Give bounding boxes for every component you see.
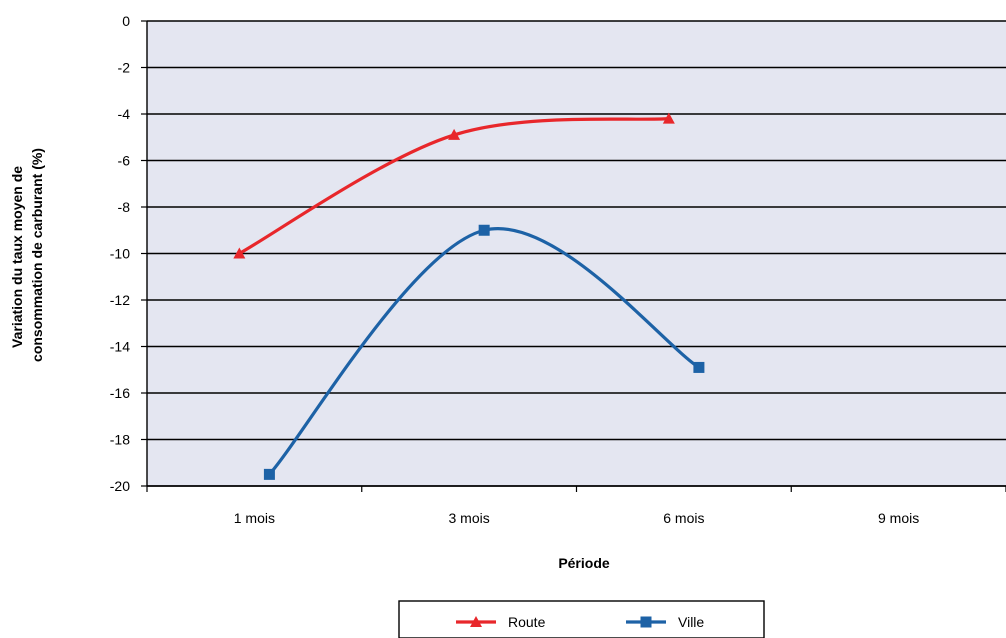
data-point-ville bbox=[478, 224, 490, 236]
y-tick-label: -4 bbox=[118, 106, 131, 122]
x-tick-label: 1 mois bbox=[234, 510, 275, 526]
y-tick-label: -10 bbox=[110, 246, 130, 262]
legend-label-ville: Ville bbox=[678, 614, 704, 630]
y-tick-label: -18 bbox=[110, 432, 130, 448]
y-tick-label: -8 bbox=[118, 199, 131, 215]
y-tick-label: -20 bbox=[110, 478, 130, 494]
y-tick-label: 0 bbox=[122, 13, 130, 29]
legend-marker-ville bbox=[640, 616, 652, 628]
data-point-route bbox=[448, 128, 461, 140]
legend-label-route: Route bbox=[508, 614, 546, 630]
x-tick-label: 3 mois bbox=[449, 510, 490, 526]
legend-box bbox=[398, 600, 765, 638]
data-point-ville bbox=[263, 468, 275, 480]
data-point-route bbox=[233, 247, 246, 259]
y-tick-label: -14 bbox=[110, 339, 130, 355]
data-point-route bbox=[662, 112, 675, 124]
y-tick-label: -16 bbox=[110, 385, 130, 401]
y-axis-title: Variation du taux moyen de consommation … bbox=[9, 148, 45, 362]
legend-marker-route bbox=[470, 616, 482, 627]
y-tick-label: -2 bbox=[118, 60, 131, 76]
y-axis-title-line-2: consommation de carburant (%) bbox=[29, 148, 45, 362]
y-axis-title-line-1: Variation du taux moyen de bbox=[9, 166, 25, 348]
y-tick-labels: 0 -2 -4 -6 -8 -10 -12 -14 -16 -18 -20 bbox=[110, 13, 147, 494]
series-group bbox=[233, 112, 705, 480]
data-point-ville bbox=[693, 361, 705, 373]
x-tick-label: 9 mois bbox=[878, 510, 919, 526]
legend: Route Ville bbox=[398, 600, 765, 638]
x-tick-labels: 1 mois 3 mois 6 mois 9 mois bbox=[146, 486, 1006, 526]
x-tick-label: 6 mois bbox=[663, 510, 704, 526]
series-route bbox=[233, 112, 675, 259]
y-tick-label: -12 bbox=[110, 292, 130, 308]
series-ville bbox=[263, 224, 705, 480]
x-axis-title: Période bbox=[558, 555, 610, 571]
y-tick-label: -6 bbox=[118, 153, 131, 169]
